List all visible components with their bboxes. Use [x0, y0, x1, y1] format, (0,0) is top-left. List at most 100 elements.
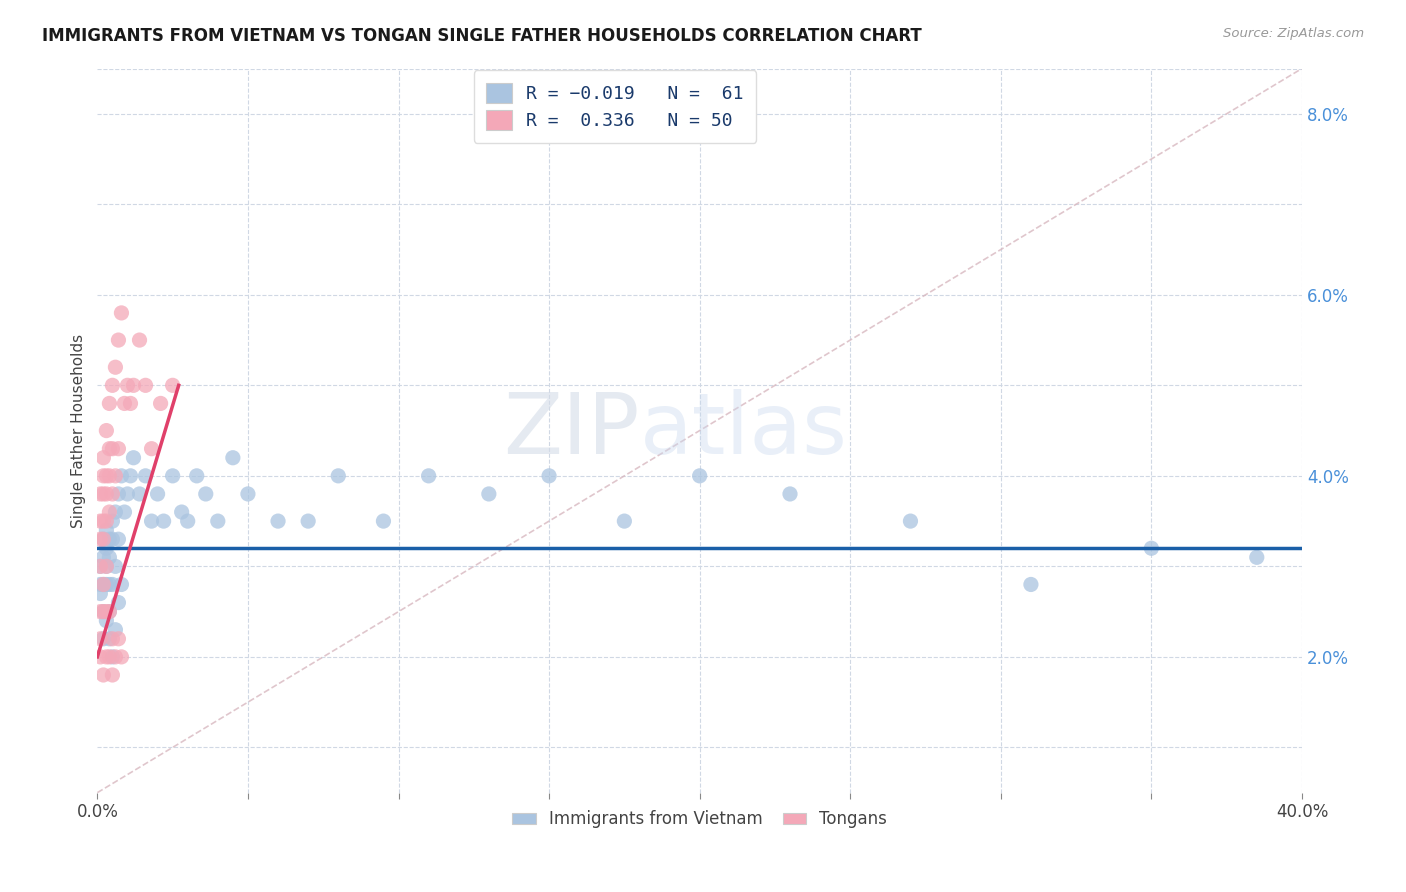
- Point: [93, 577, 115, 591]
- Point: [779, 487, 801, 501]
- Point: [297, 514, 319, 528]
- Point: [418, 468, 440, 483]
- Point: [1246, 550, 1268, 565]
- Point: [152, 514, 174, 528]
- Point: [104, 505, 127, 519]
- Point: [89, 559, 111, 574]
- Point: [89, 586, 111, 600]
- Y-axis label: Single Father Households: Single Father Households: [72, 334, 86, 528]
- Point: [478, 487, 501, 501]
- Point: [538, 468, 561, 483]
- Point: [89, 532, 111, 546]
- Point: [98, 505, 121, 519]
- Point: [101, 487, 124, 501]
- Text: atlas: atlas: [640, 389, 848, 472]
- Point: [93, 487, 115, 501]
- Point: [104, 623, 127, 637]
- Point: [98, 550, 121, 565]
- Point: [98, 468, 121, 483]
- Point: [96, 468, 118, 483]
- Point: [93, 468, 115, 483]
- Point: [117, 487, 139, 501]
- Point: [104, 468, 127, 483]
- Point: [93, 577, 115, 591]
- Point: [689, 468, 711, 483]
- Point: [122, 378, 145, 392]
- Point: [101, 668, 124, 682]
- Point: [114, 396, 136, 410]
- Point: [135, 378, 157, 392]
- Point: [96, 559, 118, 574]
- Text: Source: ZipAtlas.com: Source: ZipAtlas.com: [1223, 27, 1364, 40]
- Point: [328, 468, 350, 483]
- Point: [110, 306, 132, 320]
- Point: [101, 378, 124, 392]
- Point: [89, 605, 111, 619]
- Point: [141, 442, 163, 456]
- Point: [117, 378, 139, 392]
- Point: [900, 514, 922, 528]
- Point: [1019, 577, 1042, 591]
- Point: [93, 668, 115, 682]
- Point: [93, 550, 115, 565]
- Point: [98, 632, 121, 646]
- Point: [89, 487, 111, 501]
- Legend: Immigrants from Vietnam, Tongans: Immigrants from Vietnam, Tongans: [506, 804, 894, 835]
- Point: [114, 505, 136, 519]
- Point: [98, 396, 121, 410]
- Point: [162, 468, 184, 483]
- Point: [93, 532, 115, 546]
- Point: [120, 468, 142, 483]
- Point: [613, 514, 636, 528]
- Point: [110, 468, 132, 483]
- Point: [207, 514, 229, 528]
- Point: [98, 649, 121, 664]
- Point: [98, 605, 121, 619]
- Point: [93, 632, 115, 646]
- Point: [98, 577, 121, 591]
- Point: [96, 577, 118, 591]
- Point: [101, 577, 124, 591]
- Point: [222, 450, 245, 465]
- Point: [96, 514, 118, 528]
- Point: [93, 605, 115, 619]
- Point: [107, 532, 129, 546]
- Point: [96, 614, 118, 628]
- Point: [96, 559, 118, 574]
- Point: [236, 487, 259, 501]
- Point: [373, 514, 395, 528]
- Point: [96, 605, 118, 619]
- Point: [96, 649, 118, 664]
- Point: [170, 505, 193, 519]
- Point: [89, 649, 111, 664]
- Point: [110, 649, 132, 664]
- Point: [104, 649, 127, 664]
- Point: [96, 541, 118, 556]
- Point: [101, 532, 124, 546]
- Point: [162, 378, 184, 392]
- Point: [146, 487, 169, 501]
- Point: [89, 559, 111, 574]
- Point: [1140, 541, 1163, 556]
- Point: [93, 450, 115, 465]
- Point: [107, 333, 129, 347]
- Point: [194, 487, 217, 501]
- Point: [101, 649, 124, 664]
- Point: [93, 605, 115, 619]
- Point: [107, 487, 129, 501]
- Point: [89, 632, 111, 646]
- Point: [96, 487, 118, 501]
- Point: [89, 577, 111, 591]
- Point: [104, 559, 127, 574]
- Point: [98, 532, 121, 546]
- Point: [93, 514, 115, 528]
- Point: [89, 514, 111, 528]
- Point: [93, 532, 115, 546]
- Point: [104, 360, 127, 375]
- Point: [101, 632, 124, 646]
- Point: [107, 596, 129, 610]
- Point: [267, 514, 290, 528]
- Point: [98, 442, 121, 456]
- Point: [128, 333, 150, 347]
- Point: [186, 468, 208, 483]
